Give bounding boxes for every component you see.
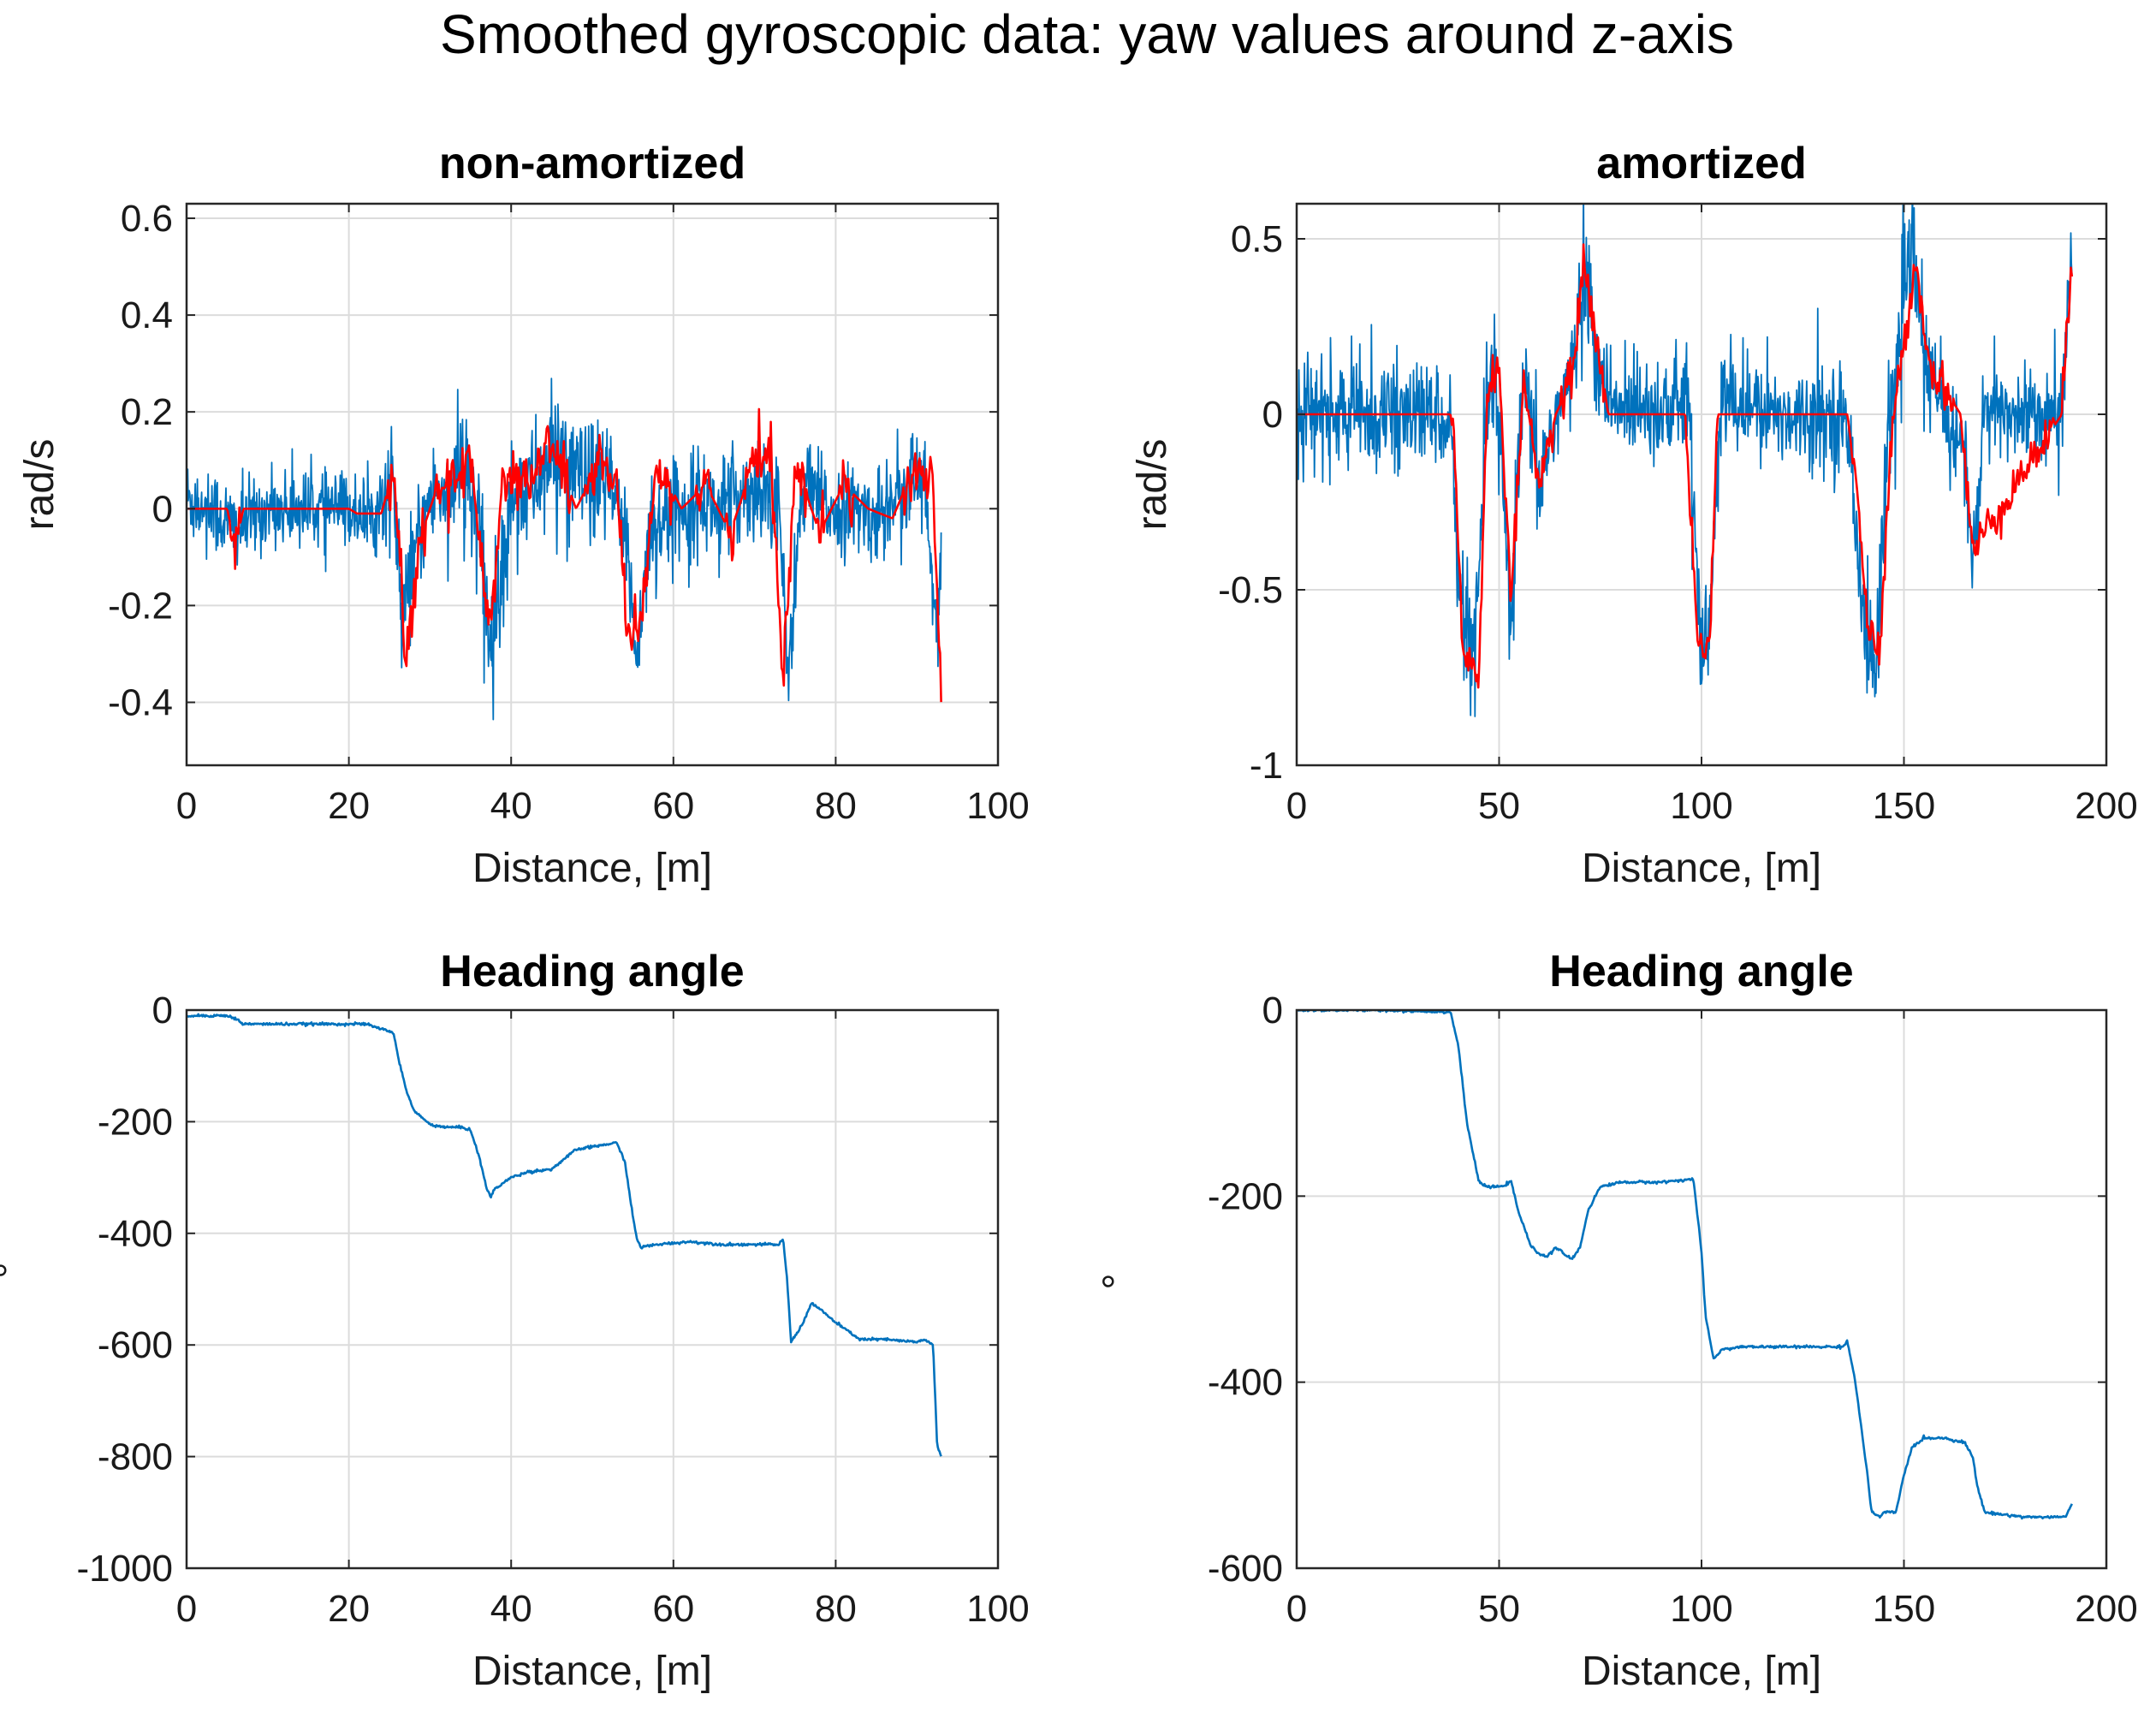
x-tick-label: 80 — [815, 785, 857, 827]
subplot-title: Heading angle — [1549, 947, 1853, 996]
series-line-heading — [187, 1013, 942, 1457]
y-tick-label: 0.6 — [121, 198, 173, 240]
y-tick-label: 0 — [152, 488, 173, 530]
y-tick-label: -1 — [1250, 745, 1283, 787]
y-tick-label: -1000 — [76, 1548, 173, 1590]
x-axis-label: Distance, [m] — [472, 1649, 712, 1694]
y-axis-label: ° — [1096, 1273, 1141, 1289]
x-axis-label: Distance, [m] — [1582, 1649, 1821, 1694]
y-axis-label: rad/s — [17, 439, 62, 531]
y-tick-label: 0 — [152, 990, 173, 1031]
series-line-smoothed-yaw-rate — [1297, 243, 2074, 689]
x-tick-label: 0 — [176, 1588, 197, 1630]
subplot-title: amortized — [1596, 139, 1807, 188]
x-tick-label: 150 — [1873, 785, 1935, 827]
x-tick-label: 20 — [328, 785, 370, 827]
y-tick-label: -200 — [98, 1101, 173, 1143]
y-tick-label: -0.5 — [1218, 569, 1283, 611]
x-tick-label: 100 — [1670, 785, 1732, 827]
y-tick-label: 0 — [1262, 990, 1283, 1031]
x-tick-label: 50 — [1478, 1588, 1520, 1630]
x-tick-label: 60 — [652, 785, 694, 827]
figure-title: Smoothed gyroscopic data: yaw values aro… — [440, 3, 1734, 65]
y-tick-label: -0.2 — [108, 585, 173, 627]
y-tick-label: -800 — [98, 1436, 173, 1478]
x-tick-label: 100 — [1670, 1588, 1732, 1630]
y-tick-label: -400 — [1208, 1362, 1283, 1404]
x-tick-label: 40 — [490, 1588, 532, 1630]
subplot-4: 0 50 100 150 200 -600 -400 -200 0 Heading angle Di… — [1096, 947, 2138, 1694]
y-axis-label: rad/s — [1130, 439, 1175, 531]
subplot-2: 0 50 100 150 200 -1 -0.5 0 0.5 amortized Distance,… — [1130, 139, 2138, 891]
axes-frame — [185, 202, 1000, 767]
x-tick-label: 50 — [1478, 785, 1520, 827]
x-tick-label: 0 — [1286, 1588, 1307, 1630]
series-line-smoothed-yaw-rate — [187, 407, 942, 703]
x-tick-label: 200 — [2075, 1588, 2137, 1630]
y-tick-label: -400 — [98, 1213, 173, 1255]
x-tick-label: 0 — [1286, 785, 1307, 827]
y-tick-label: -0.4 — [108, 681, 173, 723]
series-line-raw-yaw-rate — [1297, 204, 2073, 717]
x-tick-label: 100 — [966, 1588, 1029, 1630]
subplot-title: Heading angle — [440, 947, 744, 996]
y-tick-label: -200 — [1208, 1175, 1283, 1217]
y-axis-label: ° — [0, 1262, 33, 1278]
y-tick-label: -600 — [98, 1324, 173, 1366]
y-tick-label: 0.5 — [1231, 218, 1283, 260]
x-axis-label: Distance, [m] — [1582, 846, 1821, 891]
subplot-title: non-amortized — [439, 139, 745, 188]
y-tick-label: 0 — [1262, 394, 1283, 436]
x-tick-label: 150 — [1873, 1588, 1935, 1630]
x-axis-label: Distance, [m] — [472, 846, 712, 891]
x-tick-label: 0 — [176, 785, 197, 827]
x-tick-label: 60 — [652, 1588, 694, 1630]
y-tick-label: -600 — [1208, 1548, 1283, 1590]
x-tick-label: 20 — [328, 1588, 370, 1630]
x-tick-label: 80 — [815, 1588, 857, 1630]
x-tick-label: 40 — [490, 785, 532, 827]
x-tick-label: 100 — [966, 785, 1029, 827]
x-tick-label: 200 — [2075, 785, 2137, 827]
subplot-1: 0 20 40 60 80 100 -0.4 -0.2 0 0.2 0.4 0.6 non-amorti… — [17, 139, 1030, 891]
subplot-3: 0 20 40 60 80 100 -1000 -800 -600 -400 -200 0 Headin… — [0, 947, 1030, 1694]
y-tick-label: 0.4 — [121, 294, 173, 336]
y-tick-label: 0.2 — [121, 391, 173, 433]
axes-frame — [185, 1008, 1000, 1570]
